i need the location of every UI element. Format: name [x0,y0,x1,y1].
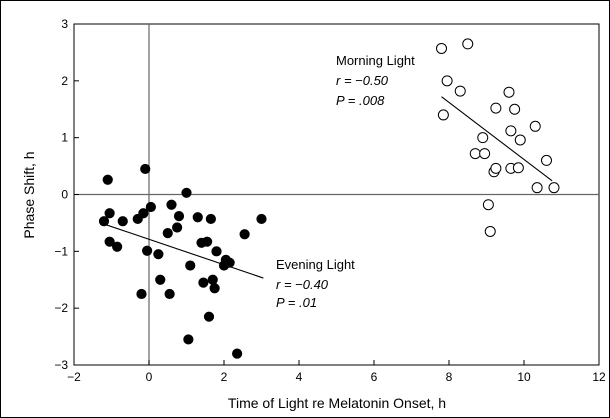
evening-light-point [202,236,213,247]
y-tick-label: 3 [61,17,68,31]
morning-light-point [548,182,560,194]
evening-light-point [166,199,177,210]
morning-light-point [482,199,494,211]
morning-light-point [436,42,447,54]
y-tick-label: 1 [61,131,68,145]
evening-light-point [198,277,209,288]
evening-light-point [155,274,166,285]
morning-light-r-value: r = −0.50 [336,73,389,88]
morning-light-point [441,75,453,87]
x-tick-label: 2 [221,370,228,384]
morning-light-fit-line [441,96,553,182]
morning-light-points [436,38,560,237]
evening-light-point [172,222,183,233]
evening-light-point [153,249,164,260]
evening-light-point [203,311,215,322]
x-tick-label: 6 [371,370,378,384]
evening-light-point [117,216,128,227]
evening-light-point [192,212,203,223]
x-axis-title: Time of Light re Melatonin Onset, h [228,395,446,411]
evening-light-point [104,236,115,247]
evening-light-point [136,288,147,300]
morning-light-point [509,103,521,115]
x-tick-label: 12 [592,370,606,384]
y-tick-label: −2 [54,301,68,315]
y-tick-label: 0 [61,188,68,202]
morning-light-point [531,182,543,194]
y-tick-label: −3 [54,358,68,372]
evening-light-annotation: Evening Light r = −0.40 P = .01 [276,257,355,310]
morning-light-annotation: Morning Light r = −0.50 P = .008 [336,53,415,108]
morning-light-point [477,132,489,144]
evening-light-point [185,260,196,271]
morning-light-point [503,86,515,98]
evening-light-point [145,201,156,213]
x-tick-label: −2 [67,370,81,384]
morning-light-label: Morning Light [336,53,415,68]
evening-light-point [112,241,123,252]
evening-light-point [162,228,173,239]
y-axis-title: Phase Shift, h [21,151,37,238]
evening-light-point [104,208,115,219]
morning-light-point [462,38,474,50]
evening-light-point [183,334,194,345]
morning-light-point [490,102,502,114]
evening-light-point [232,348,243,359]
evening-light-p-value: P = .01 [276,295,317,310]
evening-light-fit-line [103,223,264,279]
evening-light-point [98,216,110,227]
morning-light-point [529,120,541,132]
morning-light-point [469,148,481,160]
evening-light-label: Evening Light [276,257,355,272]
evening-light-point [239,229,250,240]
evening-light-point [173,210,185,222]
morning-light-point [490,162,502,174]
morning-light-point [512,162,524,174]
evening-light-point [142,245,153,256]
morning-light-point [479,148,491,160]
evening-light-point [181,187,192,198]
x-tick-label: 10 [517,370,531,384]
evening-light-point [209,283,220,294]
evening-light-point [140,163,151,175]
x-axis-ticks: −2 0 2 4 6 8 10 12 [67,360,606,384]
x-tick-label: 0 [146,370,153,384]
morning-light-point [505,125,517,137]
y-tick-label: −1 [54,244,68,258]
morning-light-point [484,225,496,237]
evening-light-point [211,246,222,257]
morning-light-point [541,154,552,166]
y-tick-label: 2 [61,74,68,88]
y-axis-ticks: −3 −2 −1 0 1 2 3 [54,17,79,372]
evening-light-r-value: r = −0.40 [276,277,329,292]
x-tick-label: 8 [446,370,453,384]
evening-light-point [256,213,267,225]
morning-light-p-value: P = .008 [336,93,385,108]
morning-light-point [437,109,449,121]
morning-light-point [454,85,466,97]
evening-light-point [164,288,175,300]
x-tick-label: 4 [296,370,303,384]
evening-light-point [138,208,149,219]
evening-light-point [207,274,218,285]
evening-light-point [102,174,113,185]
evening-light-points [98,163,267,359]
morning-light-point [514,134,526,146]
evening-light-point [205,213,216,225]
evening-light-point [224,257,235,268]
